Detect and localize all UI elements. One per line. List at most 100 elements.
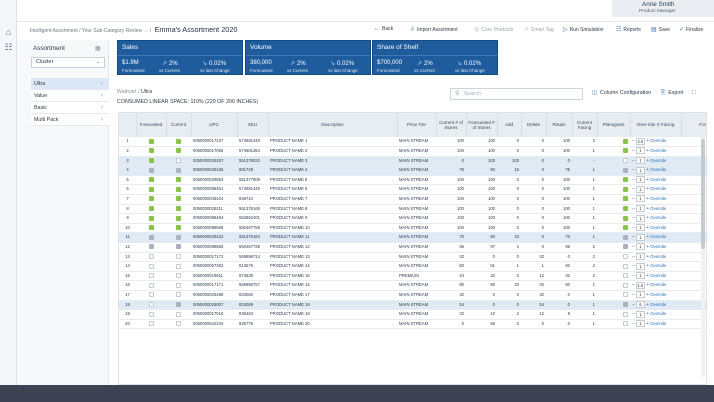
- increment-button[interactable]: +: [646, 272, 650, 279]
- current-indicator[interactable]: [176, 225, 181, 231]
- increment-button[interactable]: +: [646, 234, 650, 241]
- forecasted-indicator[interactable]: [148, 138, 154, 144]
- planogram-indicator[interactable]: [623, 234, 628, 240]
- increment-button[interactable]: +: [646, 320, 650, 327]
- decrement-button[interactable]: –: [632, 157, 635, 164]
- increment-button[interactable]: +: [646, 224, 650, 231]
- planogram-indicator[interactable]: [623, 273, 628, 279]
- override-link[interactable]: Override: [650, 205, 667, 211]
- table-row[interactable]: 5 0050000029653 551377909 PRODUCT NAME 5 MAI…: [119, 175, 706, 186]
- planogram-indicator[interactable]: [623, 311, 628, 317]
- forecasted-indicator[interactable]: [148, 321, 154, 327]
- finalize-button[interactable]: ✓ Finalize: [679, 27, 704, 33]
- table-row[interactable]: 20 0050000042334 826779 PRODUCT NAME 20 MAIN…: [119, 319, 706, 330]
- home-icon[interactable]: ⌂: [5, 27, 12, 37]
- override-link[interactable]: Override: [650, 167, 667, 173]
- current-indicator[interactable]: [176, 301, 181, 307]
- current-indicator[interactable]: [176, 167, 181, 173]
- planogram-indicator[interactable]: [623, 177, 628, 183]
- table-row[interactable]: 7 0050000045424 848724 PRODUCT NAME 7 MAIN S…: [119, 194, 706, 205]
- table-row[interactable]: 4 0050000045435 881729 PRODUCT NAME 4 MAIN S…: [119, 165, 706, 176]
- override-link[interactable]: Override: [650, 224, 667, 230]
- override-link[interactable]: Override: [650, 157, 667, 163]
- table-scroll-thumb[interactable]: [701, 139, 705, 249]
- run-simulation-button[interactable]: ▷ Run Simulation: [563, 27, 604, 33]
- grid-icon[interactable]: ▦: [95, 46, 101, 52]
- current-indicator[interactable]: [176, 292, 181, 298]
- forecasted-indicator[interactable]: [148, 301, 154, 307]
- increment-button[interactable]: +: [646, 311, 650, 318]
- increment-button[interactable]: +: [646, 292, 650, 298]
- decrement-button[interactable]: –: [632, 234, 635, 241]
- table-row[interactable]: 6 0050000098461 574681346 PRODUCT NAME 6 MAI…: [119, 184, 706, 196]
- planogram-indicator[interactable]: [623, 206, 628, 212]
- increment-button[interactable]: +: [646, 196, 650, 203]
- decrement-button[interactable]: –: [632, 167, 635, 174]
- forecasted-indicator[interactable]: [148, 292, 154, 298]
- override-link[interactable]: Override: [650, 196, 667, 202]
- sidebar-item-basic[interactable]: Basic ›: [31, 102, 109, 114]
- decrement-button[interactable]: –: [632, 320, 635, 327]
- override-facing-input[interactable]: 1: [635, 233, 645, 241]
- decrement-button[interactable]: –: [632, 186, 635, 193]
- decrement-button[interactable]: –: [632, 224, 635, 231]
- current-indicator[interactable]: [176, 321, 181, 327]
- sidebar-item-ultra[interactable]: Ultra ›: [31, 78, 109, 90]
- breadcrumb-path[interactable]: Intelligent Assortment / Your Sub-Catego…: [30, 28, 152, 34]
- decrement-button[interactable]: –: [632, 196, 635, 203]
- table-row[interactable]: 8 0050000029211 551376165 PRODUCT NAME 8 MAI…: [119, 204, 706, 215]
- forecasted-indicator[interactable]: [148, 234, 154, 240]
- decrement-button[interactable]: –: [632, 311, 635, 318]
- column-configuration-button[interactable]: ◫ Column Configuration: [592, 90, 652, 96]
- increment-button[interactable]: +: [646, 301, 650, 308]
- column-header[interactable]: Planogram: [597, 113, 631, 137]
- override-facing-input[interactable]: 1: [635, 185, 645, 193]
- column-header[interactable]: Fore Facin: [681, 113, 706, 137]
- save-button[interactable]: ▤ Save: [651, 27, 671, 33]
- override-facing-input[interactable]: 1: [635, 253, 645, 261]
- increment-button[interactable]: +: [646, 176, 650, 183]
- export-button[interactable]: ⎘ Export: [661, 90, 684, 96]
- decrement-button[interactable]: –: [632, 244, 635, 251]
- column-header[interactable]: Retain: [546, 113, 573, 137]
- current-indicator[interactable]: [176, 282, 181, 288]
- decrement-button[interactable]: –: [632, 272, 635, 279]
- column-header[interactable]: Over-ride X Facing: [630, 113, 682, 137]
- forecasted-indicator[interactable]: [148, 273, 154, 279]
- override-link[interactable]: Override: [650, 253, 667, 259]
- override-link[interactable]: Override: [650, 186, 667, 192]
- override-link[interactable]: Override: [650, 320, 667, 326]
- smart-tag-button[interactable]: ✧ Smart Tag: [524, 27, 554, 33]
- column-header[interactable]: Current # of Stores: [436, 113, 467, 137]
- current-indicator[interactable]: [176, 244, 181, 250]
- table-row[interactable]: 15 0050000019911 874638 PRODUCT NAME 15 PREM…: [119, 271, 706, 282]
- override-facing-input[interactable]: 1: [635, 224, 645, 232]
- increment-button[interactable]: +: [646, 148, 650, 155]
- override-facing-input[interactable]: 1: [635, 262, 645, 270]
- column-header[interactable]: Price Tier: [397, 113, 437, 137]
- forecasted-indicator[interactable]: [148, 177, 154, 183]
- current-indicator[interactable]: [176, 196, 181, 202]
- increment-button[interactable]: +: [646, 157, 650, 164]
- decrement-button[interactable]: –: [632, 292, 635, 298]
- table-row[interactable]: 2 0050000017065 574681364 PRODUCT NAME 2 MAI…: [119, 146, 706, 157]
- decrement-button[interactable]: –: [632, 282, 635, 289]
- column-header[interactable]: Current: [166, 113, 192, 137]
- column-header[interactable]: Forecasted # of Stores: [466, 113, 498, 137]
- decrement-button[interactable]: –: [632, 263, 635, 270]
- hierarchy-icon[interactable]: ☷: [4, 42, 13, 52]
- current-indicator[interactable]: [176, 177, 181, 183]
- planogram-indicator[interactable]: [623, 225, 628, 231]
- planogram-indicator[interactable]: [623, 167, 628, 173]
- column-header[interactable]: Add: [497, 113, 522, 137]
- planogram-indicator[interactable]: [623, 282, 628, 288]
- forecasted-indicator[interactable]: [148, 158, 154, 164]
- increment-button[interactable]: +: [646, 138, 650, 145]
- override-link[interactable]: Override: [650, 292, 667, 297]
- planogram-indicator[interactable]: [623, 148, 628, 154]
- override-facing-input[interactable]: 1: [635, 214, 645, 222]
- forecasted-indicator[interactable]: [148, 196, 154, 202]
- column-header[interactable]: Forecasted: [136, 113, 167, 137]
- planogram-indicator[interactable]: [623, 292, 628, 298]
- decrement-button[interactable]: –: [632, 176, 635, 183]
